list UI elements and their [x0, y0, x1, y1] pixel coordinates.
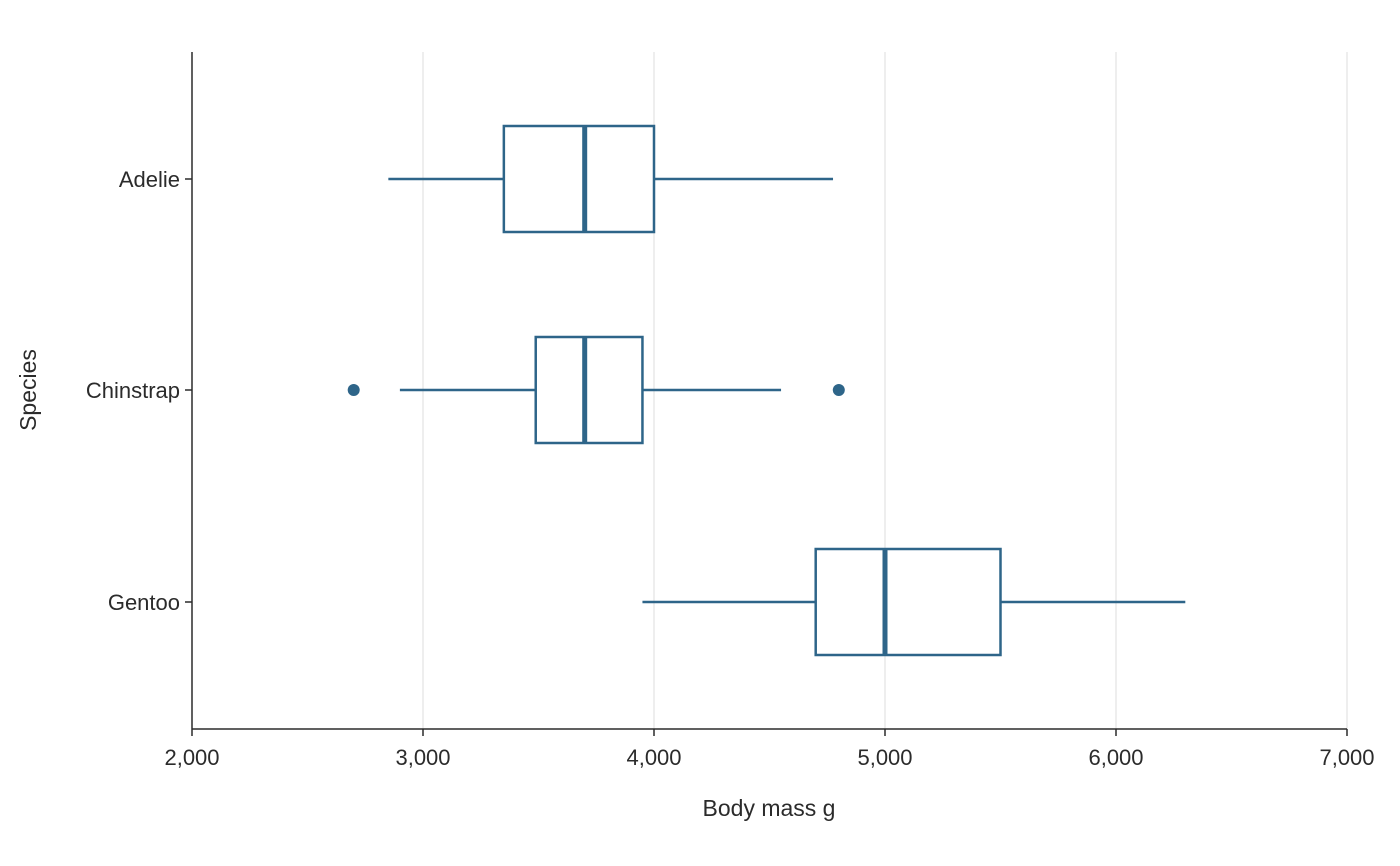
axes: 2,000 3,000 4,000 5,000 6,000 7,000 Adelie Chin…: [86, 52, 1375, 770]
box-chinstrap: [347, 335, 845, 445]
y-tick-label: Chinstrap: [86, 378, 180, 403]
iqr-box: [814, 547, 1002, 657]
boxes: [347, 124, 1186, 657]
y-tick-label: Adelie: [119, 167, 180, 192]
x-tick-label: 6,000: [1088, 745, 1143, 770]
x-axis-title: Body mass g: [703, 795, 836, 821]
y-axis-title: Species: [15, 349, 41, 431]
iqr-box: [534, 335, 644, 445]
x-tick-label: 5,000: [857, 745, 912, 770]
x-tick-label: 2,000: [164, 745, 219, 770]
x-tick-label: 3,000: [395, 745, 450, 770]
x-tick-label: 4,000: [626, 745, 681, 770]
box-adelie: [388, 124, 834, 234]
box-gentoo: [642, 547, 1186, 657]
x-tick-label: 7,000: [1319, 745, 1374, 770]
outlier-point: [347, 384, 360, 396]
y-tick-label: Gentoo: [108, 590, 180, 615]
outlier-point: [832, 384, 845, 396]
iqr-box: [502, 124, 656, 234]
